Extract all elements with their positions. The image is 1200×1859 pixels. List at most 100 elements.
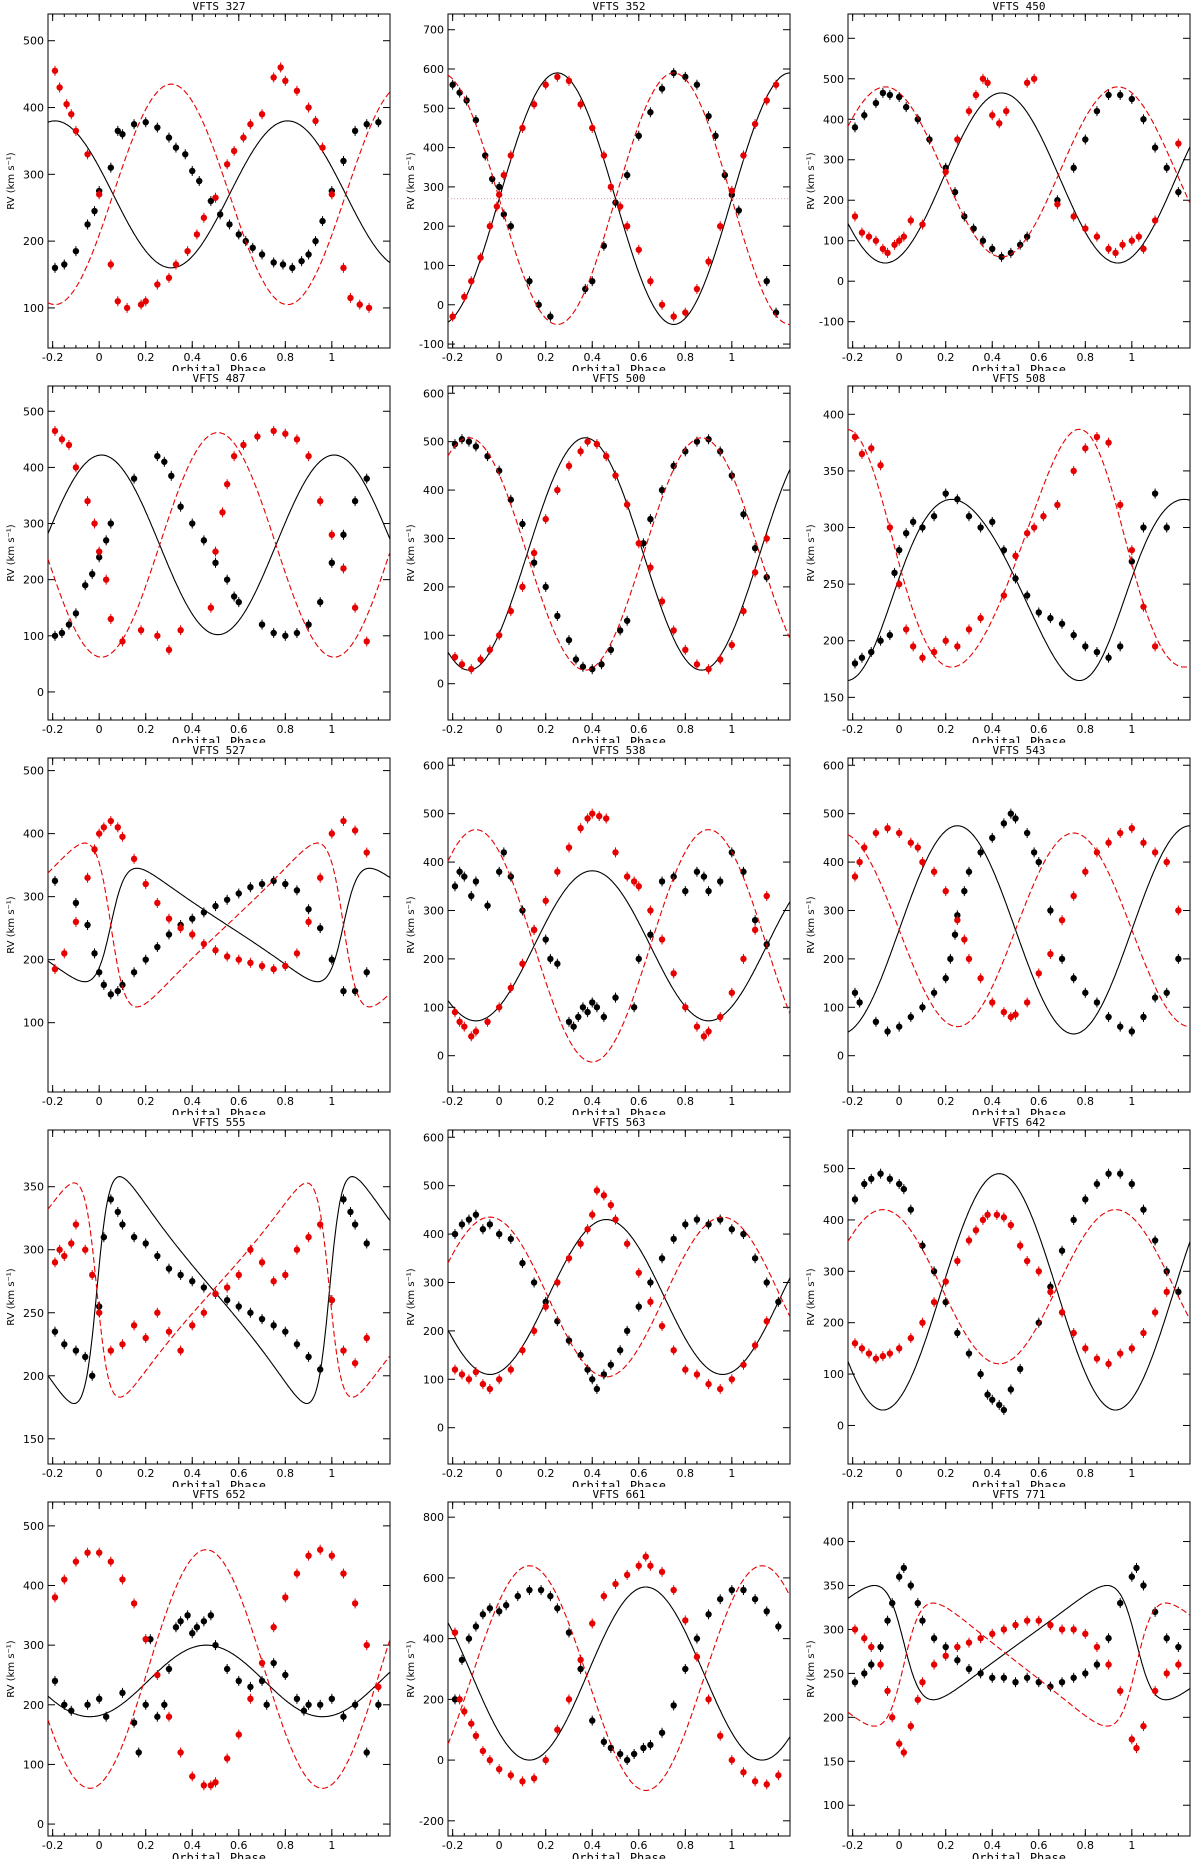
- secondary-rv-point: [223, 161, 231, 168]
- primary-rv-point: [89, 1372, 96, 1379]
- secondary-rv-point: [477, 656, 484, 663]
- secondary-rv-point: [542, 897, 549, 904]
- secondary-rv-point: [451, 1629, 459, 1636]
- y-tick-label: 150: [823, 1755, 844, 1768]
- x-tick-label: 0.2: [137, 723, 155, 736]
- primary-rv-point: [328, 1695, 336, 1703]
- primary-rv-point: [1128, 558, 1136, 565]
- secondary-rv-point: [584, 438, 591, 445]
- y-tick-label: 0: [37, 1818, 44, 1831]
- secondary-rv-point: [235, 956, 242, 963]
- secondary-rv-point: [119, 1576, 126, 1583]
- primary-rv-point: [154, 1252, 161, 1260]
- primary-rv-point: [100, 981, 108, 989]
- primary-rv-point: [907, 1206, 915, 1213]
- secondary-rv-point: [282, 962, 289, 970]
- x-tick-label: 0.8: [677, 1467, 695, 1480]
- primary-rv-point: [451, 883, 459, 890]
- primary-rv-point: [1047, 907, 1054, 914]
- y-tick-label: 0: [437, 1422, 444, 1435]
- secondary-rv-point: [207, 1782, 215, 1789]
- primary-rv-point: [119, 1221, 126, 1228]
- primary-rv-point: [51, 1677, 59, 1685]
- secondary-rv-point: [740, 955, 747, 963]
- primary-rv-point: [954, 1329, 961, 1337]
- primary-rv-point: [886, 91, 894, 99]
- primary-rv-point: [565, 1018, 573, 1026]
- secondary-rv-point: [565, 1255, 573, 1262]
- secondary-rv-point: [486, 646, 494, 654]
- primary-rv-point: [298, 257, 305, 265]
- primary-rv-point: [930, 513, 938, 520]
- secondary-rv-point: [1163, 858, 1170, 866]
- primary-rv-point: [579, 1004, 587, 1011]
- secondary-rv-point: [484, 1018, 491, 1026]
- primary-rv-point: [914, 1599, 921, 1607]
- primary-rv-point: [270, 629, 277, 637]
- secondary-rv-point: [1070, 1329, 1077, 1337]
- rv-chart: VFTS 661 -0.2 0 0.2 0.4 0.6 0.8 1 -200 0 200 400 600…: [406, 1488, 791, 1859]
- secondary-rv-point: [340, 1347, 347, 1354]
- primary-rv-point: [461, 873, 468, 880]
- primary-rv-point: [130, 969, 138, 976]
- secondary-rv-point: [219, 509, 226, 516]
- primary-rv-point: [693, 438, 701, 445]
- secondary-rv-point: [919, 1319, 926, 1326]
- secondary-rv-point: [1140, 603, 1147, 610]
- primary-rv-point: [717, 878, 724, 885]
- secondary-model-curve: [848, 1602, 1190, 1727]
- primary-rv-point: [600, 1013, 608, 1021]
- secondary-model-curve: [448, 829, 790, 1063]
- secondary-rv-point: [1175, 140, 1182, 147]
- x-tick-label: 0.2: [937, 1095, 955, 1108]
- secondary-model-curve: [448, 1216, 790, 1378]
- y-tick-label: 400: [823, 1214, 844, 1227]
- x-tick-label: 0.6: [230, 723, 248, 736]
- secondary-rv-point: [212, 947, 219, 954]
- primary-rv-point: [102, 537, 110, 544]
- secondary-rv-point: [293, 436, 301, 443]
- secondary-rv-point: [293, 1570, 301, 1577]
- secondary-rv-point: [1012, 552, 1019, 560]
- panel-vfts-527: VFTS 527 -0.2 0 0.2 0.4 0.6 0.8 1 100 200 300 400 50…: [0, 744, 400, 1115]
- secondary-rv-point: [1023, 79, 1031, 87]
- y-tick-label: 500: [23, 35, 44, 48]
- secondary-rv-point: [235, 1731, 242, 1738]
- secondary-rv-point: [596, 812, 603, 820]
- primary-rv-point: [500, 211, 508, 218]
- secondary-rv-point: [647, 278, 654, 285]
- secondary-rv-point: [642, 1553, 649, 1560]
- secondary-rv-point: [700, 1033, 708, 1040]
- x-tick-label: 0.6: [1030, 351, 1048, 364]
- rv-chart: VFTS 642 -0.2 0 0.2 0.4 0.6 0.8 1 0 100 200 300 400 5…: [806, 1116, 1191, 1487]
- secondary-rv-point: [247, 1246, 254, 1253]
- primary-rv-point: [861, 1180, 868, 1188]
- y-tick-label: 300: [423, 904, 444, 917]
- x-tick-label: 0: [896, 1095, 903, 1108]
- secondary-rv-point: [1151, 1309, 1159, 1316]
- y-tick-label: 250: [23, 1307, 44, 1320]
- primary-rv-point: [189, 1278, 196, 1285]
- primary-rv-point: [500, 849, 508, 856]
- secondary-rv-point: [584, 815, 591, 822]
- secondary-rv-point: [1135, 233, 1143, 240]
- secondary-rv-point: [1047, 950, 1054, 958]
- primary-rv-point: [942, 1643, 949, 1651]
- primary-rv-point: [851, 124, 859, 131]
- primary-rv-point: [1070, 164, 1077, 172]
- primary-rv-point: [289, 264, 296, 272]
- primary-rv-point: [989, 834, 996, 842]
- y-axis-label: RV (km s⁻¹): [6, 896, 17, 954]
- secondary-rv-point: [1140, 245, 1147, 253]
- primary-rv-point: [177, 1618, 184, 1625]
- secondary-rv-point: [495, 1766, 503, 1773]
- primary-rv-point: [895, 93, 903, 101]
- primary-rv-point: [1023, 829, 1031, 837]
- secondary-rv-point: [965, 1639, 973, 1646]
- primary-rv-point: [886, 631, 894, 639]
- secondary-rv-point: [200, 1309, 208, 1316]
- secondary-rv-point: [328, 1552, 336, 1559]
- primary-rv-point: [1140, 1582, 1147, 1589]
- primary-rv-point: [282, 1328, 289, 1335]
- primary-rv-point: [177, 1271, 184, 1279]
